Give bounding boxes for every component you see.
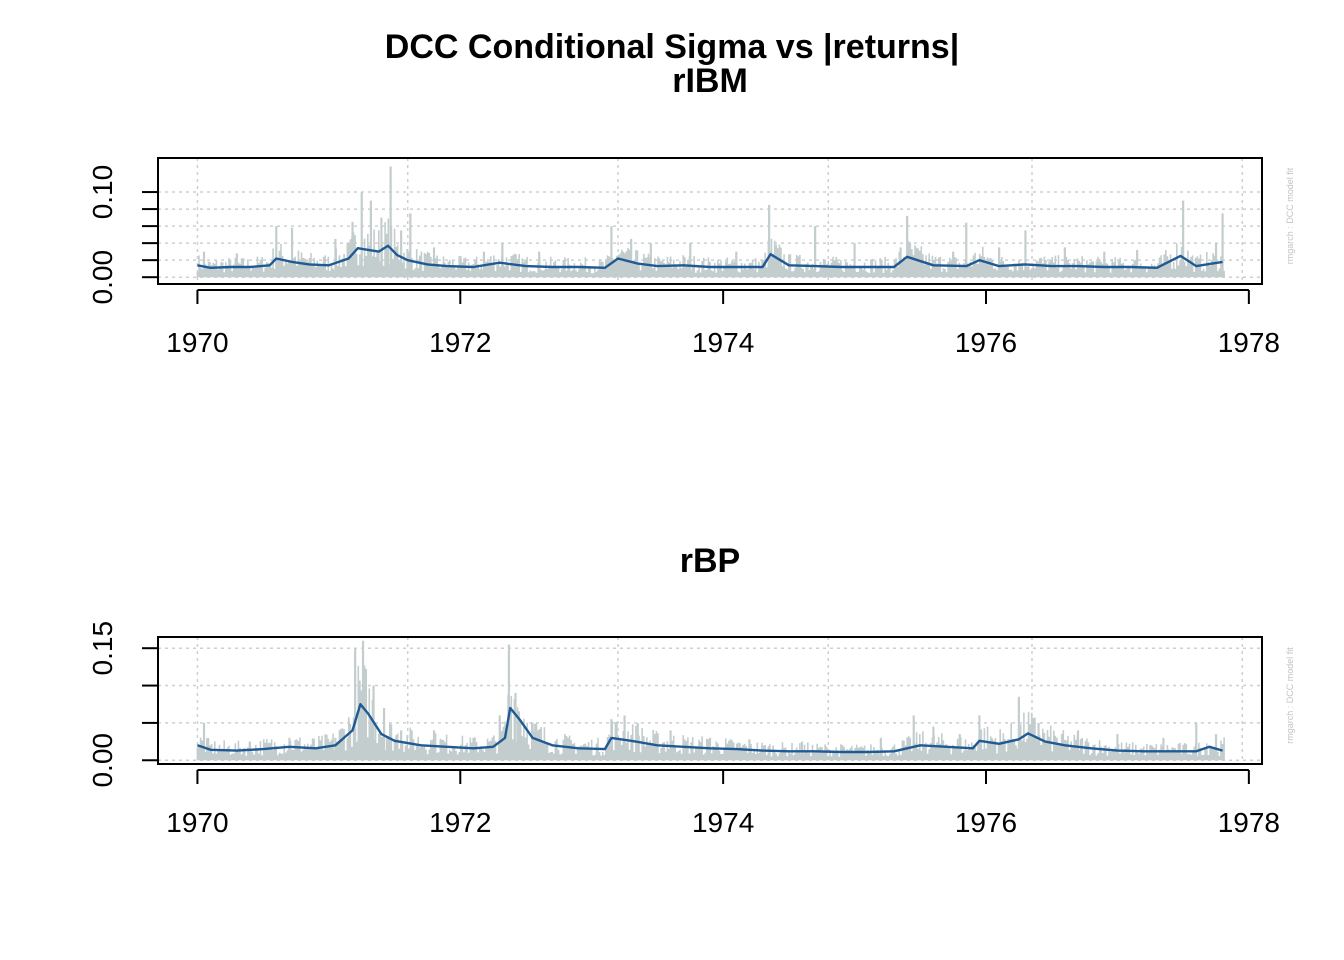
plot-frame (157, 636, 1263, 765)
figure-title: DCC Conditional Sigma vs |returns| (385, 28, 959, 66)
x-tick-label: 1970 (166, 807, 228, 838)
x-tick-label: 1976 (955, 327, 1017, 358)
x-tick-label: 1974 (692, 327, 754, 358)
panel-ribm-title: rIBM (672, 62, 748, 100)
panel-ribm: rIBM 0.00 0.10 1970 1972 1974 1976 1978 rmgarch… (87, 62, 1295, 358)
x-tick-label: 1974 (692, 807, 754, 838)
x-tick-label: 1978 (1218, 807, 1280, 838)
sigma-line (197, 244, 1223, 269)
watermark-text: rmgarch : DCC model fit (1285, 167, 1295, 264)
x-tick-label: 1976 (955, 807, 1017, 838)
y-tick-label: 0.00 (87, 250, 118, 305)
x-tick-label: 1978 (1218, 327, 1280, 358)
y-tick-label: 0.10 (87, 165, 118, 220)
plot-frame (157, 157, 1263, 285)
watermark-text: rmgarch : DCC model fit (1285, 647, 1295, 744)
y-tick-label: 0.00 (87, 733, 118, 788)
x-tick-label: 1972 (429, 327, 491, 358)
x-tick-label: 1970 (166, 327, 228, 358)
panel-rbp: rBP 0.00 0.15 1970 1972 1974 1976 1978 rmgarch … (87, 542, 1295, 838)
y-tick-label: 0.15 (87, 621, 118, 676)
sigma-line (197, 703, 1223, 754)
x-tick-label: 1972 (429, 807, 491, 838)
abs-returns-noise (196, 218, 1225, 278)
panel-rbp-title: rBP (680, 542, 740, 580)
